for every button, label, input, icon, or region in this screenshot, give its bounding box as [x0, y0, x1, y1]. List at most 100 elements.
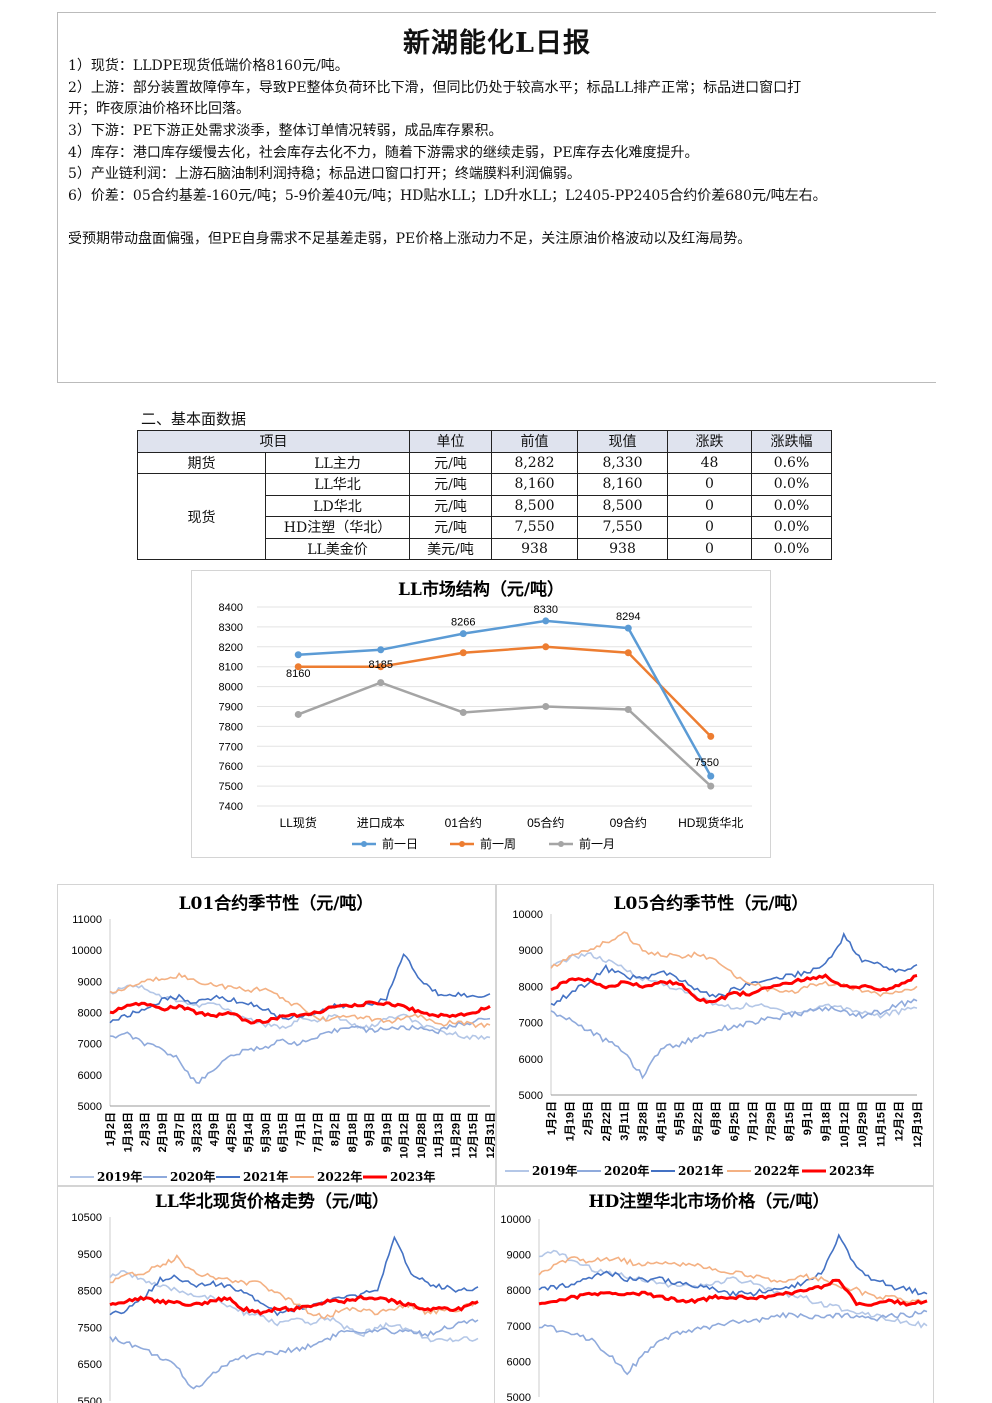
table-header-row: 项目 单位 前值 现值 涨跌 涨跌幅	[137, 430, 832, 453]
series-line	[538, 1278, 928, 1307]
report-line: 5）产业链利润：上游石脑油制利润持稳；标品进口窗口打开；终端膜料利润偏弱。	[68, 166, 581, 182]
data-point	[459, 649, 467, 657]
series-line	[550, 973, 918, 1004]
x-tick-label: 4月15日	[655, 1101, 668, 1141]
y-tick-label: 7900	[219, 702, 243, 714]
row-unit: 美元/吨	[409, 537, 492, 560]
x-tick-label: 01合约	[445, 815, 482, 830]
legend-label: 2020年	[604, 1163, 649, 1178]
report-summary: 受预期带动盘面偏强，但PE自身需求不足基差走弱，PE价格上涨动力不足，关注原油价…	[68, 231, 752, 247]
series-line	[109, 1017, 491, 1084]
report-line: 开；昨夜原油价格环比回落。	[68, 101, 250, 117]
series-line	[109, 952, 491, 1024]
y-tick-label: 8000	[507, 1285, 531, 1297]
y-tick-label: 9500	[78, 1249, 102, 1261]
row-chg: 0	[667, 473, 752, 496]
header-unit: 单位	[409, 430, 492, 453]
table-row: 现货 LL华北 元/吨 8,160 8,160 0 0.0%	[137, 473, 832, 560]
row-chg: 48	[667, 451, 752, 474]
row-prev: 8,282	[491, 451, 578, 474]
row-name: LL美金价	[265, 537, 410, 560]
row-chg: 0	[667, 494, 752, 517]
x-tick-label: 4月25日	[225, 1112, 238, 1152]
row-chg: 0	[667, 537, 752, 560]
y-tick-label: 8200	[219, 642, 243, 654]
fundamentals-table: 项目 单位 前值 现值 涨跌 涨跌幅 期货 LL主力 元/吨 8,282 8,3…	[137, 430, 832, 560]
x-tick-label: 11月15日	[874, 1101, 887, 1147]
data-point	[624, 649, 632, 657]
data-point	[459, 708, 467, 716]
x-tick-label: 05合约	[527, 815, 564, 830]
data-label: 8294	[616, 611, 640, 623]
market-structure-chart: LL市场结构（元/吨） 8400 8300 8200 8100 8000 7900 7800 7…	[191, 570, 771, 858]
x-tick-label: 8月15日	[783, 1101, 796, 1141]
x-tick-label: 5月14日	[242, 1112, 255, 1152]
report-line: 3）下游：PE下游正处需求淡季，整体订单情况转弱，成品库存累积。	[68, 123, 503, 139]
x-tick-label: 进口成本	[357, 816, 405, 830]
l05-seasonal-svg: L05合约季节性（元/吨）10000900080007000600050001月…	[505, 893, 924, 1178]
header-pct: 涨跌幅	[751, 430, 832, 453]
legend-label: 2021年	[243, 1169, 288, 1184]
y-tick-label: 10000	[71, 945, 102, 957]
row-cur: 8,160	[577, 473, 668, 496]
series-line	[298, 619, 712, 777]
y-tick-label: 7700	[219, 741, 243, 753]
data-label: 8185	[369, 659, 393, 671]
x-tick-label: 8月18日	[346, 1112, 359, 1152]
data-point	[294, 663, 302, 671]
row-cur: 8,330	[577, 451, 668, 474]
series-line	[550, 952, 918, 1019]
x-tick-label: 10月12日	[838, 1101, 851, 1147]
row-pct: 0.0%	[751, 516, 832, 539]
data-point	[294, 651, 302, 659]
x-tick-label: 6月8日	[710, 1101, 723, 1135]
y-tick-label: 5500	[78, 1396, 102, 1403]
y-tick-label: 7800	[219, 721, 243, 733]
chart-title: LL市场结构（元/吨）	[398, 579, 564, 600]
x-tick-label: 3月11日	[618, 1101, 631, 1141]
series-line	[538, 1249, 928, 1329]
hd-injection-chart: HD注塑华北市场价格（元/吨） 10000 9000 8000 7000 6000 5000	[494, 1186, 934, 1403]
series-line	[109, 1318, 479, 1390]
row-name: HD注塑（华北）	[265, 516, 410, 539]
x-tick-label: 1月19日	[563, 1101, 576, 1141]
y-tick-label: 7400	[219, 801, 243, 813]
report-box: 新湖能化L日报 1）现货：LLDPE现货低端价格8160元/吨。 2）上游：部分…	[57, 12, 936, 383]
x-tick-label: 11月13日	[432, 1112, 445, 1158]
y-tick-label: 7000	[507, 1321, 531, 1333]
data-label: 8266	[451, 617, 475, 629]
row-unit: 元/吨	[409, 473, 492, 496]
y-tick-label: 7500	[219, 781, 243, 793]
group-spot: 现货	[137, 473, 266, 560]
header-chg: 涨跌	[667, 430, 752, 453]
series-line	[550, 998, 918, 1080]
y-tick-label: 5000	[519, 1090, 543, 1102]
row-pct: 0.0%	[751, 537, 832, 560]
y-tick-label: 8500	[78, 1286, 102, 1298]
x-tick-label: 6月15日	[277, 1112, 290, 1152]
hd-injection-svg: HD注塑华北市场价格（元/吨） 10000 9000 8000 7000 6000 5000	[500, 1191, 928, 1403]
data-point	[377, 663, 385, 671]
x-tick-label: 2月19日	[156, 1112, 169, 1152]
legend-label: 前一周	[480, 836, 516, 851]
report-line: 6）价差：05合约基差-160元/吨；5-9价差40元/吨；HD贴水LL；LD升…	[68, 188, 827, 204]
table-row: 期货 LL主力 元/吨 8,282 8,330 48 0.6%	[137, 451, 832, 474]
row-chg: 0	[667, 516, 752, 539]
header-item: 项目	[137, 430, 410, 453]
legend-marker	[361, 841, 367, 847]
ll-spot-chart: LL华北现货价格走势（元/吨） 10500 9500 8500 7500 6500 5500	[57, 1186, 496, 1403]
y-tick-label: 9000	[519, 945, 543, 957]
series-line	[297, 681, 712, 788]
legend-marker	[459, 841, 465, 847]
x-tick-label: LL现货	[280, 815, 317, 830]
x-tick-label: 2月22日	[600, 1101, 613, 1141]
row-prev: 8,160	[491, 473, 578, 496]
x-tick-label: 5月30日	[259, 1112, 272, 1152]
x-tick-label: 9月19日	[380, 1112, 393, 1152]
y-tick-label: 8000	[78, 1008, 102, 1020]
ll-spot-svg: LL华北现货价格走势（元/吨） 10500 9500 8500 7500 6500 5500	[71, 1191, 479, 1403]
y-tick-label: 9000	[78, 976, 102, 988]
data-point	[624, 624, 632, 632]
x-tick-label: 3月7日	[173, 1112, 186, 1146]
data-label: 8330	[534, 604, 558, 616]
